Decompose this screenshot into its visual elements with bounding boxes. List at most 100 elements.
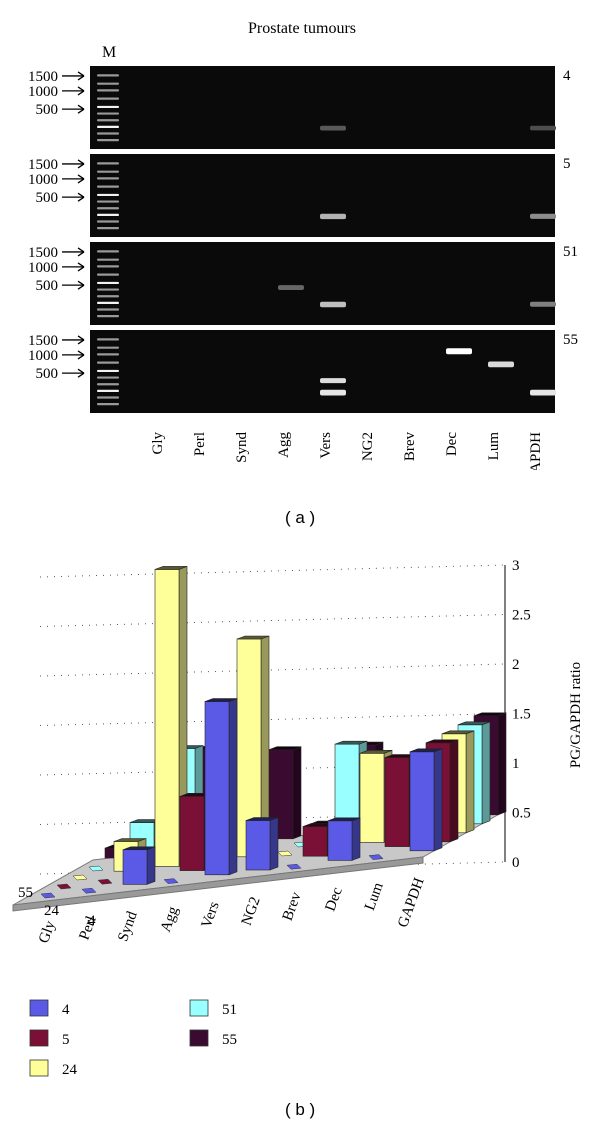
size-marker-label: 1000 [28,260,58,276]
category-label: Synd [115,909,141,944]
ladder-band [97,376,119,379]
bar-base-marker [72,874,88,881]
gel-sample-label: 5 [563,156,571,172]
bar-side [433,748,443,852]
z-axis-label: PG/GAPDH ratio [568,662,584,768]
size-marker-label: 500 [36,278,59,294]
grid-line [39,762,506,776]
bar-top [245,817,279,821]
category-label: GAPDH [395,876,428,930]
ladder-band [97,361,119,364]
size-marker-label: 1000 [28,172,58,188]
series-axis-label: 55 [18,885,33,901]
lane-label: Dec [444,432,460,456]
category-label: Lum [362,880,387,912]
legend-swatch [29,1029,49,1047]
z-tick-label: 2 [512,657,520,673]
ladder-band [97,227,119,230]
gel-sample-label: 51 [563,244,578,260]
bar-top [334,740,368,745]
chart-floor-edge [12,856,424,912]
bar-side [465,730,475,834]
ladder-band [97,308,119,311]
ladder-band [97,369,119,373]
legend-label: 24 [62,1062,78,1078]
bar-base-marker [88,865,104,872]
ladder-band [97,338,119,341]
ladder-band [97,220,119,223]
bar-top [154,566,188,570]
lane-label: Perl [192,432,208,456]
ladder-band [97,82,119,85]
bar [154,569,180,867]
bar-side [351,817,361,861]
ladder-band [97,315,119,318]
ladder-band [97,125,119,128]
bar-side [481,721,491,825]
bar-top [441,730,475,735]
gel-band [530,301,556,307]
bar-top [204,698,238,702]
ladder-band [97,265,119,268]
ladder-band [97,403,119,406]
panel-a-title: Prostate tumours [248,20,356,37]
gel-band [320,378,346,384]
gel-band [278,285,304,290]
gel-band [320,389,346,396]
bar [359,752,385,843]
bar [384,757,410,847]
ladder-band [97,288,119,291]
legend-swatch [189,999,209,1017]
bar-base-marker [163,878,179,884]
lane-label: Synd [234,432,250,463]
legend-swatch [189,1029,209,1047]
bar-side [292,746,302,840]
bar [179,796,205,871]
gel-image [90,330,555,413]
ladder-band [97,139,119,142]
gel-band [320,301,346,308]
arrow-head-icon [77,280,85,290]
ladder-band [97,112,119,115]
gel-sample-label: 55 [563,332,578,348]
legend-label: 55 [222,1032,237,1048]
category-label: Agg [158,904,182,934]
gel-image [90,154,555,237]
ladder-band [97,89,119,92]
bar-top [359,749,393,754]
size-marker-label: 1500 [28,245,58,261]
ladder-band [97,353,119,356]
size-marker-label: 1000 [28,84,58,100]
gel-band [446,348,472,355]
grid-line [39,663,506,677]
panel-a-caption: ( a ) [285,508,316,527]
bar-base-marker [277,850,293,857]
category-label: Gly [36,918,59,945]
ladder-band [97,213,119,216]
size-marker-label: 1000 [28,348,58,364]
size-marker-label: 1500 [28,157,58,173]
z-tick-label: 1 [512,756,520,772]
category-label: Dec [322,885,345,913]
grid-line [39,812,506,825]
ladder-band [97,200,119,203]
legend-label: 4 [62,1002,70,1018]
ladder-band [97,301,119,304]
gel-band [488,361,514,368]
arrow-head-icon [77,262,85,272]
bar [327,820,353,861]
ladder-band [97,97,119,100]
lane-label: Gly [150,432,166,455]
bar-top [268,746,302,751]
arrow-head-icon [77,368,85,378]
ladder-band [97,105,119,109]
lane-label: Brev [402,432,418,462]
bar-top [122,846,156,851]
bar-top [457,721,491,726]
arrow-head-icon [77,335,85,345]
ladder-band [97,295,119,298]
lane-label: Agg [276,432,292,458]
z-tick-label: 3 [512,558,520,574]
lane-label: Lum [486,432,502,461]
